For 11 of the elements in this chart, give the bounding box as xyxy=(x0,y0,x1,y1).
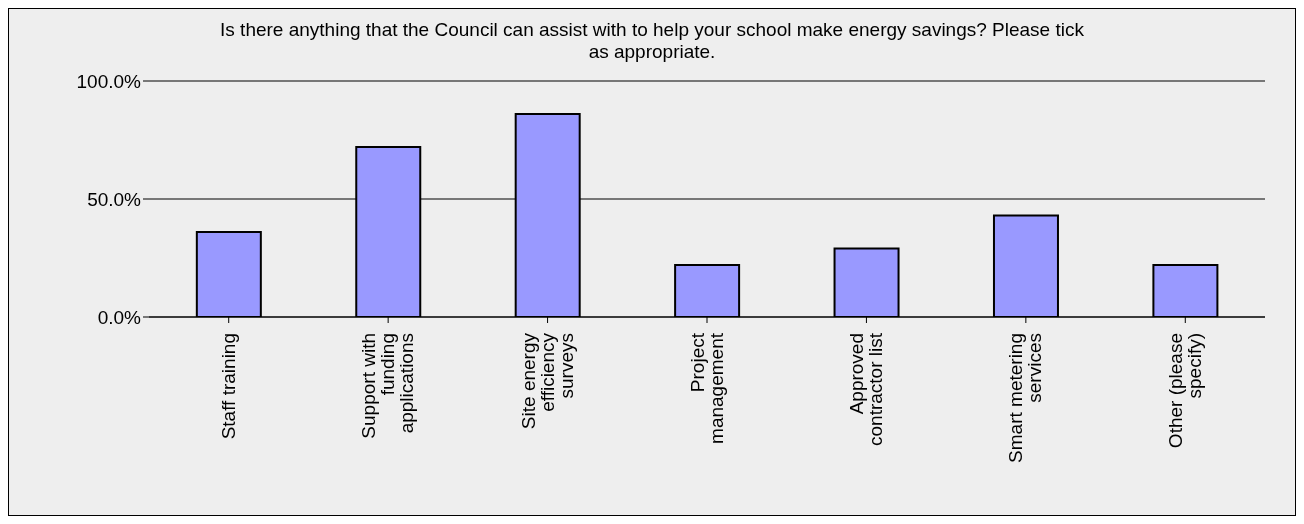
y-tick-label: 0.0% xyxy=(97,306,142,328)
x-tick-label: Site energy efficiency surveys xyxy=(517,332,577,430)
x-tick-label: Support with funding applications xyxy=(358,333,418,439)
x-tick-label: Smart metering services xyxy=(1005,333,1046,463)
y-tick-label: 100.0% xyxy=(76,70,142,92)
x-tick-label: Staff training xyxy=(217,333,239,440)
x-tick-label: Other (please specify) xyxy=(1164,333,1205,449)
x-tick-label: Approved contractor list xyxy=(845,332,886,446)
chart-title: Is there anything that the Council can assist with to help your school make energy savings? Please tick as appropriate. xyxy=(219,18,1085,63)
y-tick-label: 50.0% xyxy=(87,188,142,210)
x-tick-label: Project management xyxy=(686,332,727,444)
